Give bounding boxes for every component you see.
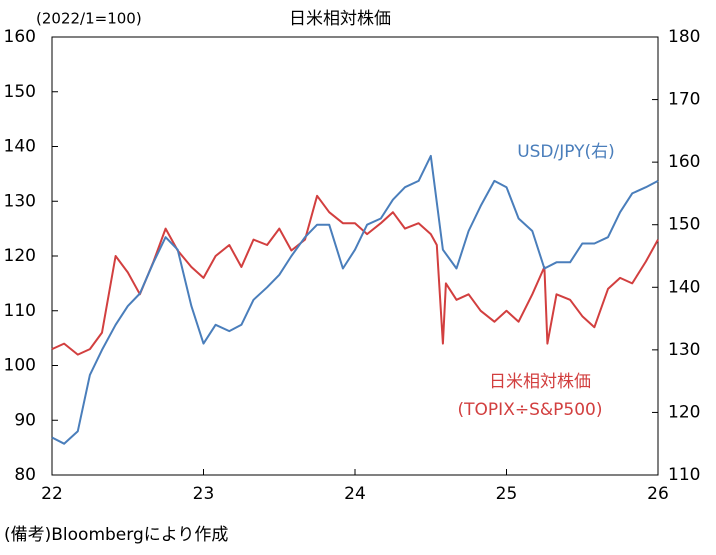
y2-tick-label: 130 (668, 340, 700, 360)
series-line (51, 154, 659, 445)
x-tick-label: 22 (41, 484, 63, 504)
annotation: 日米相対株価 (489, 372, 591, 392)
x-tick-label: 25 (496, 484, 518, 504)
y-tick-label: 110 (4, 301, 36, 321)
y2-tick-label: 110 (668, 465, 700, 485)
y-tick-label: 150 (4, 82, 36, 102)
y2-tick-label: 180 (668, 27, 700, 47)
annotation: (TOPIX÷S&P500) (458, 400, 603, 420)
chart-title: 日米相対株価 (289, 9, 391, 29)
x-tick-label: 23 (193, 484, 215, 504)
y-axis-label: (2022/1=100) (36, 10, 142, 28)
annotation: USD/JPY(右) (517, 142, 615, 162)
y-tick-label: 80 (14, 465, 36, 485)
note: (備考)Bloombergにより作成 (4, 525, 228, 545)
x-tick-label: 24 (344, 484, 366, 504)
y-tick-label: 90 (14, 410, 36, 430)
y-tick-label: 120 (4, 246, 36, 266)
y-tick-label: 100 (4, 356, 36, 376)
y2-tick-label: 120 (668, 402, 700, 422)
y2-tick-label: 150 (668, 215, 700, 235)
y-tick-label: 130 (4, 191, 36, 211)
series-line (51, 194, 659, 356)
x-tick-label: 26 (647, 484, 669, 504)
y-tick-label: 140 (4, 137, 36, 157)
y2-tick-label: 140 (668, 277, 700, 297)
y2-tick-label: 160 (668, 152, 700, 172)
y2-tick-label: 170 (668, 90, 700, 110)
y-tick-label: 160 (4, 27, 36, 47)
